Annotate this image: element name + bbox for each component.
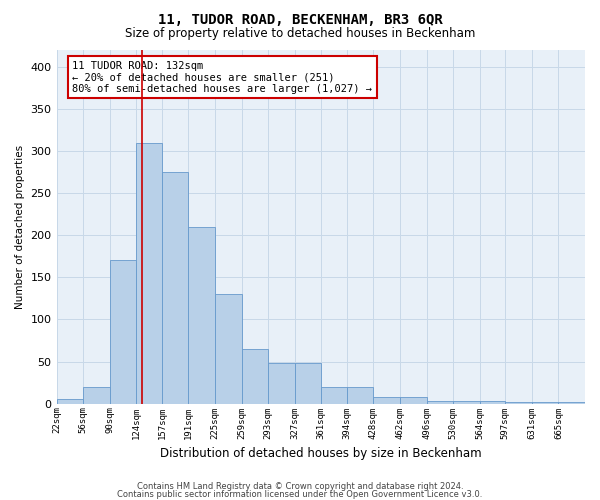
Bar [136,142,162,404]
Bar [215,294,242,404]
Text: Size of property relative to detached houses in Beckenham: Size of property relative to detached ho… [125,28,475,40]
Bar [242,349,268,404]
Bar [400,397,427,404]
Bar [110,260,136,404]
Bar [373,397,400,404]
X-axis label: Distribution of detached houses by size in Beckenham: Distribution of detached houses by size … [160,447,482,460]
Bar [268,363,295,404]
Bar [83,387,110,404]
Y-axis label: Number of detached properties: Number of detached properties [15,145,25,309]
Bar [295,363,321,404]
Text: Contains public sector information licensed under the Open Government Licence v3: Contains public sector information licen… [118,490,482,499]
Bar [505,402,532,404]
Bar [479,401,505,404]
Text: Contains HM Land Registry data © Crown copyright and database right 2024.: Contains HM Land Registry data © Crown c… [137,482,463,491]
Bar [532,402,559,404]
Bar [188,227,215,404]
Bar [427,401,453,404]
Bar [347,387,373,404]
Bar [56,400,83,404]
Text: 11, TUDOR ROAD, BECKENHAM, BR3 6QR: 11, TUDOR ROAD, BECKENHAM, BR3 6QR [158,12,442,26]
Bar [321,387,347,404]
Bar [559,402,585,404]
Bar [162,172,188,404]
Text: 11 TUDOR ROAD: 132sqm
← 20% of detached houses are smaller (251)
80% of semi-det: 11 TUDOR ROAD: 132sqm ← 20% of detached … [73,60,373,94]
Bar [453,401,479,404]
